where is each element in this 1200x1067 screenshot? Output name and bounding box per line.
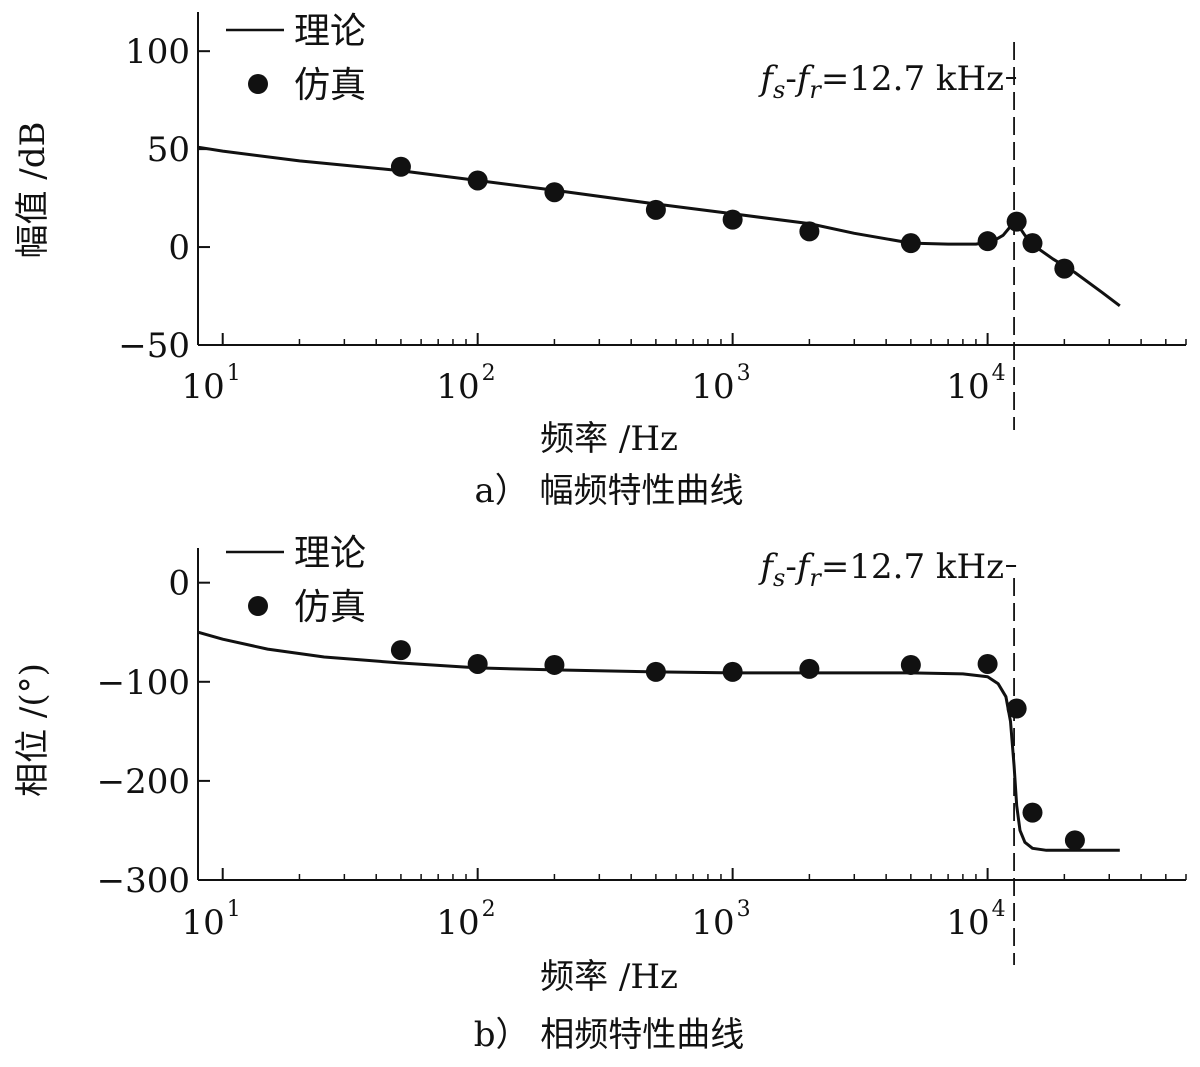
x-tick-label: 10 2 xyxy=(436,897,495,943)
series-simulation-point xyxy=(722,661,743,682)
resonance-annotation: fs-fr=12.7 kHz xyxy=(757,59,1004,104)
x-tick-base: 10 xyxy=(691,903,734,943)
x-tick-base: 10 xyxy=(946,367,989,407)
series-simulation-point xyxy=(390,156,411,177)
annotation-part: r xyxy=(809,564,822,592)
series-simulation-point xyxy=(1022,802,1043,823)
series-simulation-point xyxy=(722,209,743,230)
x-tick-label: 10 1 xyxy=(181,361,240,407)
x-tick-exponent: 3 xyxy=(737,897,751,922)
annotation-part: s xyxy=(773,564,785,592)
series-simulation-point xyxy=(900,233,921,254)
series-simulation-point xyxy=(467,653,488,674)
series-simulation-point xyxy=(544,654,565,675)
x-tick-exponent: 1 xyxy=(227,897,241,922)
x-tick-label: 10 3 xyxy=(691,361,750,407)
x-tick-label: 10 3 xyxy=(691,897,750,943)
x-tick-base: 10 xyxy=(691,367,734,407)
legend-theory-label: 理论 xyxy=(294,533,366,574)
annotation-part: - xyxy=(785,59,797,99)
y-tick-label: 100 xyxy=(125,32,190,72)
x-tick-label: 10 4 xyxy=(946,361,1005,407)
x-tick-label: 10 1 xyxy=(181,897,240,943)
x-axis-label: 频率 /Hz xyxy=(540,419,678,459)
x-tick-exponent: 2 xyxy=(482,361,496,386)
series-simulation-point xyxy=(645,661,666,682)
x-tick-label: 10 4 xyxy=(946,897,1005,943)
x-tick-exponent: 2 xyxy=(482,897,496,922)
series-simulation-point xyxy=(1054,258,1075,279)
x-tick-base: 10 xyxy=(436,367,479,407)
x-tick-exponent: 4 xyxy=(992,361,1006,386)
y-tick-label: −50 xyxy=(118,326,190,366)
y-tick-label: −200 xyxy=(97,762,190,802)
x-tick-exponent: 4 xyxy=(992,897,1006,922)
resonance-annotation: fs-fr=12.7 kHz xyxy=(757,547,1004,592)
series-theory-line xyxy=(197,145,1121,307)
y-tick-label: 0 xyxy=(168,228,190,268)
legend-simulation-label: 仿真 xyxy=(294,65,366,106)
legend-simulation-label: 仿真 xyxy=(294,587,366,628)
series-simulation-point xyxy=(1064,830,1085,851)
x-axis-label: 频率 /Hz xyxy=(540,957,678,997)
series-simulation-point xyxy=(467,170,488,191)
series-simulation-point xyxy=(977,653,998,674)
series-simulation-point xyxy=(544,182,565,203)
x-tick-base: 10 xyxy=(181,903,224,943)
annotation-part: - xyxy=(785,547,797,587)
x-tick-base: 10 xyxy=(181,367,224,407)
y-tick-label: −300 xyxy=(97,861,190,901)
figure-caption: a） 幅频特性曲线 xyxy=(474,471,743,511)
legend-theory-label: 理论 xyxy=(294,11,366,52)
y-tick-label: 50 xyxy=(147,130,190,170)
series-simulation-point xyxy=(977,231,998,252)
annotation-part: =12.7 kHz xyxy=(821,59,1004,99)
x-tick-label: 10 2 xyxy=(436,361,495,407)
series-theory-line xyxy=(197,630,1120,852)
series-simulation-point xyxy=(799,221,820,242)
series-simulation-point xyxy=(1006,211,1027,232)
annotation-part: s xyxy=(773,76,785,104)
series-simulation-point xyxy=(390,640,411,661)
y-tick-label: 0 xyxy=(168,564,190,604)
x-tick-base: 10 xyxy=(436,903,479,943)
legend-marker-swatch xyxy=(248,74,268,94)
annotation-part: r xyxy=(809,76,822,104)
series-simulation-point xyxy=(900,654,921,675)
y-axis-label: 相位 /(°) xyxy=(13,663,53,797)
y-tick-label: −100 xyxy=(97,663,190,703)
annotation-part: =12.7 kHz xyxy=(821,547,1004,587)
figure-caption: b） 相频特性曲线 xyxy=(474,1015,745,1055)
series-simulation-point xyxy=(1006,698,1027,719)
x-tick-exponent: 1 xyxy=(227,361,241,386)
x-tick-exponent: 3 xyxy=(737,361,751,386)
y-axis-label: 幅值 /dB xyxy=(13,121,53,258)
series-simulation-point xyxy=(799,658,820,679)
x-tick-base: 10 xyxy=(946,903,989,943)
series-simulation-point xyxy=(1022,233,1043,254)
legend-marker-swatch xyxy=(248,596,268,616)
series-simulation-point xyxy=(645,199,666,220)
